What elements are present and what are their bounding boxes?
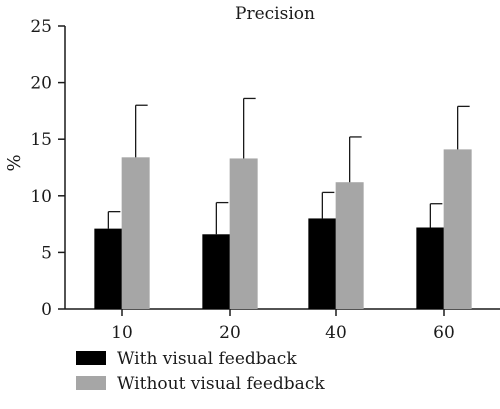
x-tick-label: 40 xyxy=(325,323,347,343)
y-axis-label: % xyxy=(4,154,25,171)
bar xyxy=(335,182,364,309)
x-tick-label: 10 xyxy=(111,323,133,343)
y-tick-label: 5 xyxy=(41,243,52,263)
bar xyxy=(94,228,123,309)
legend-label: Without visual feedback xyxy=(117,374,325,394)
y-tick-label: 0 xyxy=(41,300,52,320)
bar xyxy=(202,234,231,309)
legend-label: With visual feedback xyxy=(117,349,297,369)
bar xyxy=(308,218,337,309)
legend-swatch xyxy=(76,351,106,365)
x-axis: 10 20 40 60 xyxy=(65,308,500,343)
bar xyxy=(443,149,472,309)
legend: With visual feedback Without visual feedb… xyxy=(76,349,325,394)
chart-title: Precision xyxy=(235,4,315,24)
y-tick-label: 10 xyxy=(30,187,52,207)
y-tick-label: 15 xyxy=(30,130,52,150)
y-axis: 0 5 10 15 20 25 xyxy=(30,17,66,320)
legend-swatch xyxy=(76,376,106,390)
bar xyxy=(121,157,150,309)
x-tick-label: 60 xyxy=(433,323,455,343)
bar xyxy=(229,158,258,309)
y-tick-label: 25 xyxy=(30,17,52,37)
x-tick-label: 20 xyxy=(219,323,241,343)
bar xyxy=(416,227,445,309)
bars-group xyxy=(94,97,472,309)
y-tick-label: 20 xyxy=(30,74,52,94)
